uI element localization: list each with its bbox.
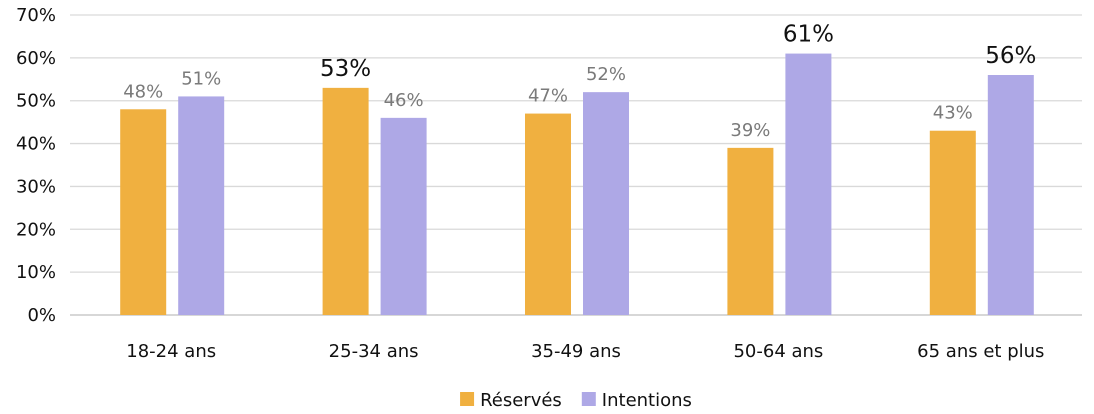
y-tick-label: 60% [16, 48, 56, 69]
bar-reserves [727, 147, 774, 315]
y-tick-label: 30% [16, 176, 56, 197]
y-tick-label: 10% [16, 262, 56, 283]
bar-reserves [525, 113, 571, 315]
legend-label: Réservés [480, 390, 562, 411]
bar-reserves [929, 130, 976, 315]
y-tick-label: 50% [16, 91, 56, 112]
y-tick-label: 70% [16, 5, 56, 26]
y-axis: 0% 10% 20% 30% 40% 50% 60% 70% [16, 5, 56, 326]
bar-intentions [987, 75, 1034, 315]
data-label: 46% [384, 90, 424, 111]
data-label: 61% [783, 22, 834, 48]
category-label: 35-49 ans [531, 341, 621, 362]
legend-label: Intentions [602, 390, 692, 411]
data-label: 53% [320, 56, 371, 82]
y-tick-label: 40% [16, 134, 56, 155]
legend-swatch-reserves [460, 392, 475, 406]
legend-swatch-intentions [581, 392, 596, 406]
data-label: 56% [985, 43, 1036, 69]
category-label: 65 ans et plus [917, 341, 1044, 362]
x-axis: 18-24 ans 25-34 ans 35-49 ans 50-64 ans 65 a… [126, 341, 1044, 362]
data-label: 43% [933, 103, 973, 124]
bar-intentions [785, 53, 832, 315]
data-label: 39% [730, 120, 770, 141]
bar-reserves [322, 87, 369, 315]
category-label: 50-64 ans [733, 341, 823, 362]
y-tick-label: 0% [27, 305, 56, 326]
category-label: 25-34 ans [329, 341, 419, 362]
y-tick-label: 20% [16, 219, 56, 240]
category-label: 18-24 ans [126, 341, 216, 362]
bars [120, 53, 1034, 316]
data-label: 51% [181, 68, 221, 89]
bar-intentions [178, 96, 225, 315]
legend: Réservés Intentions [460, 390, 692, 411]
gridlines [70, 14, 1082, 316]
data-label: 52% [586, 64, 626, 85]
bar-reserves [120, 109, 167, 316]
bar-intentions [583, 92, 629, 316]
bar-intentions [380, 117, 427, 315]
data-label: 47% [528, 86, 568, 107]
data-label: 48% [123, 81, 163, 102]
data-labels: 48% 51% 53% 46% 47% 52% 39% 61% 43% 56% [123, 22, 1036, 141]
